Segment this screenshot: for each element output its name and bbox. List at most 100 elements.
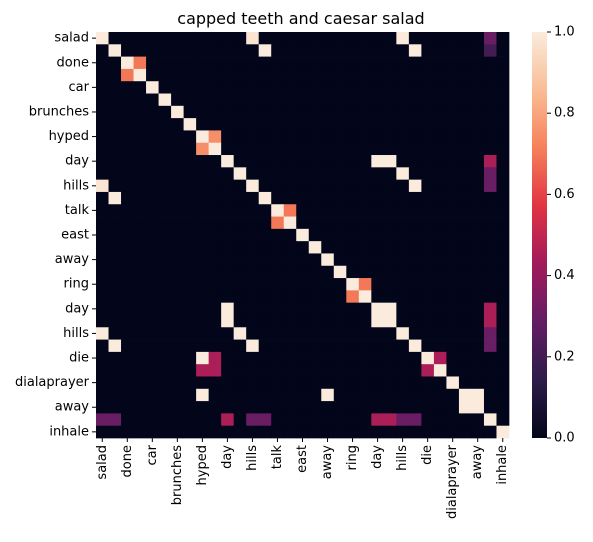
heatmap-cell: [383, 68, 397, 82]
heatmap-cell: [158, 278, 172, 291]
heatmap-cell: [346, 265, 360, 279]
heatmap-cell: [246, 179, 260, 193]
heatmap-cell: [246, 105, 260, 119]
colorbar-tick-label: 0.2: [554, 349, 575, 364]
heatmap-cell: [496, 376, 510, 390]
heatmap-cell: [471, 253, 485, 267]
heatmap-cell: [321, 105, 335, 119]
heatmap-cell: [171, 241, 184, 254]
heatmap-cell: [333, 216, 347, 230]
heatmap-cell: [421, 44, 435, 57]
heatmap-cell: [496, 241, 510, 254]
heatmap-cell: [471, 388, 485, 402]
heatmap-cell: [158, 241, 172, 254]
heatmap-cell: [196, 351, 209, 365]
heatmap-cell: [321, 413, 335, 427]
heatmap-cell: [483, 56, 497, 70]
heatmap-cell: [108, 376, 122, 390]
y-tick-label: away: [55, 252, 90, 267]
heatmap-cell: [121, 93, 134, 107]
heatmap-cell: [258, 68, 272, 82]
heatmap-cell: [371, 179, 385, 193]
heatmap-cell: [271, 302, 285, 316]
heatmap-cell: [258, 130, 272, 144]
heatmap-cell: [121, 56, 134, 70]
heatmap-cell: [458, 204, 472, 217]
heatmap-cell: [446, 278, 460, 291]
heatmap-cell: [408, 425, 422, 439]
heatmap-cell: [471, 302, 485, 316]
heatmap-cell: [421, 228, 435, 242]
heatmap-cell: [208, 413, 222, 427]
heatmap-cell: [96, 93, 109, 107]
heatmap-cell: [396, 314, 410, 328]
heatmap-cell: [183, 167, 197, 180]
heatmap-cell: [171, 167, 184, 180]
heatmap-cell: [208, 290, 222, 304]
heatmap-cell: [258, 314, 272, 328]
heatmap-cell: [196, 302, 209, 316]
heatmap-cell: [421, 376, 435, 390]
heatmap-cell: [333, 32, 347, 45]
heatmap-cell: [196, 142, 209, 156]
heatmap-cell: [271, 191, 285, 205]
heatmap-cell: [496, 191, 510, 205]
heatmap-cell: [308, 167, 322, 180]
heatmap-cell: [446, 118, 460, 131]
heatmap-cell: [258, 228, 272, 242]
heatmap-cell: [121, 228, 134, 242]
heatmap-cell: [383, 191, 397, 205]
heatmap-cell: [346, 376, 360, 390]
heatmap-cell: [358, 105, 372, 119]
heatmap-cell: [483, 216, 497, 230]
heatmap-cell: [333, 81, 347, 94]
heatmap-cell: [171, 228, 184, 242]
heatmap-cell: [208, 228, 222, 242]
heatmap-cell: [308, 327, 322, 340]
heatmap-cell: [471, 191, 485, 205]
heatmap-cell: [446, 81, 460, 94]
heatmap-cell: [208, 339, 222, 353]
heatmap-cell: [146, 155, 159, 168]
heatmap-cell: [283, 216, 297, 230]
heatmap-cell: [333, 425, 347, 439]
heatmap-cell: [108, 314, 122, 328]
heatmap-cell: [346, 241, 360, 254]
heatmap-cell: [96, 401, 109, 414]
heatmap-cell: [383, 290, 397, 304]
x-tick-label: salad: [95, 445, 110, 480]
heatmap-cell: [408, 68, 422, 82]
heatmap-cell: [408, 191, 422, 205]
heatmap-cell: [408, 167, 422, 180]
heatmap-cell: [358, 130, 372, 144]
heatmap-cell: [171, 179, 184, 193]
heatmap-cell: [133, 44, 147, 57]
heatmap-cell: [396, 56, 410, 70]
heatmap-cell: [346, 278, 360, 291]
heatmap-cell: [321, 253, 335, 267]
heatmap-cell: [96, 130, 109, 144]
heatmap-cell: [296, 68, 310, 82]
heatmap-cell: [158, 388, 172, 402]
heatmap-cell: [183, 93, 197, 107]
heatmap-cell: [208, 253, 222, 267]
heatmap-cell: [96, 155, 109, 168]
heatmap-cell: [333, 376, 347, 390]
heatmap-cell: [446, 68, 460, 82]
heatmap-cell: [383, 44, 397, 57]
heatmap-cell: [396, 364, 410, 377]
heatmap-cell: [146, 376, 159, 390]
heatmap-cell: [271, 425, 285, 439]
heatmap-cell: [183, 376, 197, 390]
heatmap-cell: [496, 204, 510, 217]
heatmap-cell: [221, 142, 235, 156]
heatmap-cell: [121, 314, 134, 328]
heatmap-cell: [371, 413, 385, 427]
heatmap-cell: [283, 425, 297, 439]
heatmap-cell: [421, 130, 435, 144]
heatmap-cell: [408, 388, 422, 402]
heatmap-cell: [271, 327, 285, 340]
heatmap-cell: [471, 93, 485, 107]
heatmap-cell: [108, 81, 122, 94]
heatmap-cell: [496, 105, 510, 119]
